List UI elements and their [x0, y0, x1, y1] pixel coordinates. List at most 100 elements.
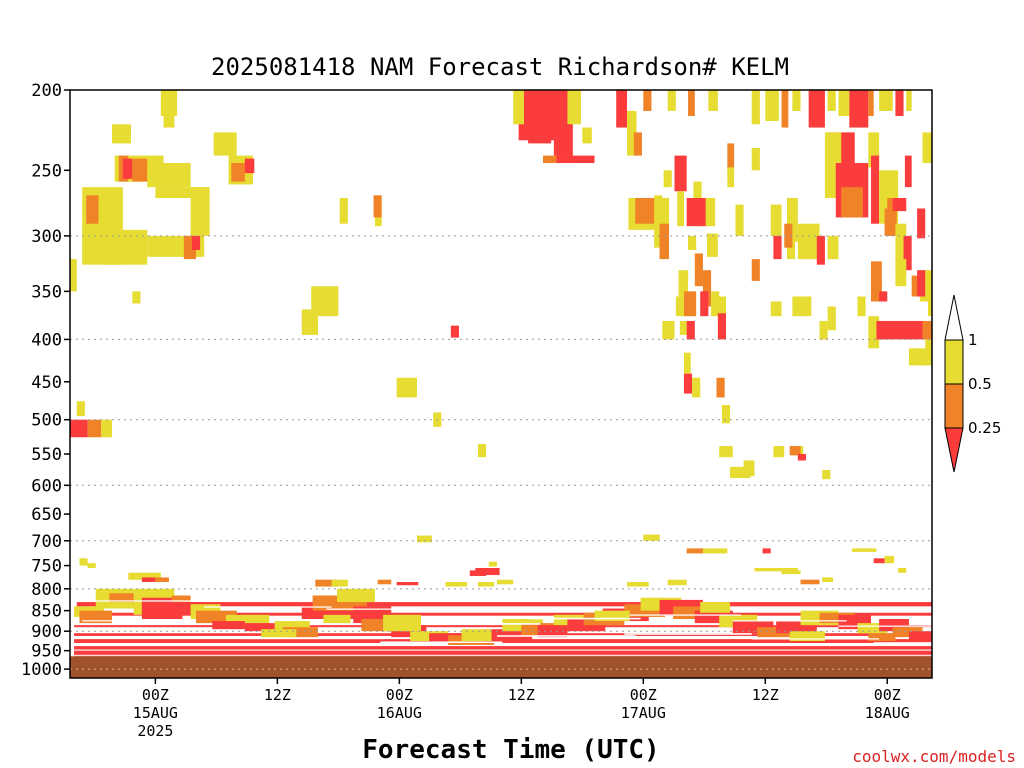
ri-cell [892, 627, 923, 638]
ri-cell [683, 352, 691, 374]
y-tick-label: 450 [31, 373, 62, 393]
y-tick-label: 500 [31, 411, 62, 431]
ri-cell [879, 291, 888, 302]
ri-cell [868, 633, 896, 642]
x-tick-label: 17AUG [621, 704, 666, 722]
ri-cell [667, 90, 676, 111]
gap-streak [242, 637, 384, 640]
ri-cell [659, 223, 670, 260]
ri-cell [773, 235, 782, 260]
ri-cell [122, 158, 133, 179]
ri-cell [383, 614, 422, 632]
y-tick-label: 800 [31, 580, 62, 600]
y-tick-label: 200 [31, 81, 62, 101]
ri-cell [700, 602, 731, 613]
ri-cell [553, 124, 573, 156]
ri-cell [702, 548, 728, 554]
ri-cell [643, 534, 660, 541]
x-tick-label: 00Z [142, 686, 169, 704]
ri-cell [496, 579, 514, 585]
ri-cell [716, 377, 725, 398]
ri-cell [675, 296, 684, 317]
ri-cell [917, 270, 926, 297]
ri-cell [353, 606, 392, 624]
ri-cell [683, 291, 697, 317]
ri-cell [132, 291, 141, 304]
ri-cell [868, 90, 874, 117]
ri-cell [857, 623, 888, 634]
ri-cell [816, 235, 825, 265]
ri-cell [871, 261, 882, 287]
gap-streak [838, 625, 932, 627]
ri-cell [445, 582, 468, 587]
ri-cell [160, 90, 178, 117]
ri-cell [79, 610, 113, 624]
y-tick-label: 700 [31, 532, 62, 552]
ri-cell [751, 90, 760, 125]
ri-cell [702, 270, 712, 307]
ri-cell [868, 132, 880, 168]
ri-cell [895, 259, 907, 287]
ri-cell [743, 460, 755, 477]
ri-cell [922, 132, 932, 164]
ri-cell [789, 631, 825, 642]
ri-cell [827, 235, 839, 260]
ri-cell [315, 579, 339, 587]
ri-cell [898, 567, 907, 573]
ri-cell [904, 155, 912, 188]
x-tick-label: 15AUG [133, 704, 178, 722]
gap-streak [629, 614, 741, 616]
ri-cell [374, 217, 382, 227]
y-tick-label: 300 [31, 227, 62, 247]
ri-cell [735, 204, 744, 236]
ri-cell [556, 155, 595, 164]
ri-cell [677, 191, 684, 227]
x-tick-label: 00Z [630, 686, 657, 704]
ri-cell [231, 163, 245, 182]
ri-cell [800, 579, 820, 585]
legend-label: 0.25 [968, 419, 1001, 437]
ri-cell [339, 197, 348, 224]
ri-cell [301, 309, 319, 335]
ri-cell [884, 555, 895, 564]
ri-cell [261, 629, 297, 638]
gap-streak [380, 641, 503, 644]
ri-cell [633, 132, 642, 156]
ri-cell [852, 548, 877, 552]
ri-cell [213, 132, 237, 156]
legend-bottom-triangle [944, 427, 964, 473]
ri-cell [873, 558, 885, 564]
ri-cell [879, 90, 893, 111]
ri-cell [155, 577, 169, 583]
legend-top-triangle [944, 294, 964, 341]
x-tick-label: 00Z [386, 686, 413, 704]
ri-cell [686, 197, 709, 227]
ri-cell [674, 155, 687, 192]
ri-cell [331, 579, 348, 587]
x-tick-label: 12Z [752, 686, 779, 704]
ri-cell [475, 567, 500, 576]
ri-cell [86, 195, 99, 224]
ri-cell [594, 610, 630, 622]
y-tick-label: 550 [31, 445, 62, 465]
ri-cell [822, 577, 834, 583]
ri-cell [87, 563, 96, 568]
ri-cell [477, 444, 487, 458]
ri-cell [112, 124, 131, 144]
ri-cell [908, 348, 932, 366]
y-tick-label: 400 [31, 330, 62, 350]
ri-cell [337, 588, 375, 603]
ri-cell [643, 90, 652, 111]
ri-cell [528, 127, 552, 144]
gap-streak [74, 649, 932, 651]
ri-cell [688, 235, 697, 251]
gap-streak [496, 635, 636, 637]
ri-cell [927, 286, 932, 317]
ri-cell [686, 548, 706, 554]
x-tick-label: 2025 [137, 722, 173, 740]
ri-cell [857, 296, 866, 317]
ri-cell [792, 296, 801, 317]
gap-streak [204, 606, 332, 608]
ri-cell [781, 90, 789, 128]
